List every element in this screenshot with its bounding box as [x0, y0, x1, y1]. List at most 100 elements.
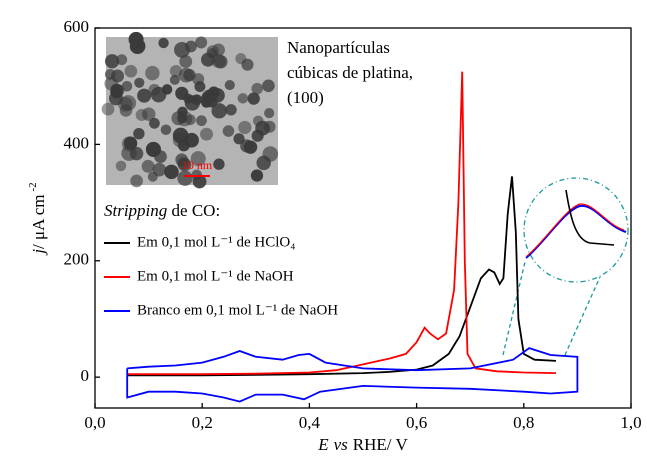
annotation: (100): [287, 88, 324, 107]
tem-image: 10 nm: [101, 31, 279, 189]
particle: [142, 107, 156, 121]
particle: [184, 95, 201, 111]
particle: [177, 113, 188, 124]
legend-label: Branco em 0,1 mol L⁻¹ de NaOH: [137, 302, 338, 318]
particle: [195, 36, 208, 49]
zoom-red: [526, 203, 625, 257]
particle: [247, 92, 260, 105]
zoom-circle: [523, 177, 629, 283]
annotation: cúbicas de platina,: [287, 63, 413, 82]
particle: [121, 80, 133, 92]
x-label-part: E: [317, 435, 329, 454]
y-label-unit: / μA cm: [29, 194, 48, 248]
particle: [224, 79, 235, 91]
legend-title-rest: de CO:: [167, 201, 220, 220]
particle: [251, 82, 263, 95]
particle: [141, 159, 155, 173]
series-line: [127, 176, 557, 377]
particle: [169, 74, 180, 85]
particle: [149, 117, 160, 129]
zoom-line: [564, 276, 601, 356]
particle: [251, 129, 264, 142]
particle: [233, 133, 245, 145]
particle: [192, 73, 205, 86]
particle: [111, 69, 125, 83]
particle: [101, 102, 115, 116]
x-label-part: vs: [334, 435, 349, 454]
x-tick-label: 1,0: [620, 413, 641, 432]
particle: [211, 103, 227, 119]
particle: [129, 146, 144, 161]
particle: [213, 158, 225, 170]
particle: [196, 115, 207, 127]
particle: [150, 86, 167, 103]
particle: [177, 157, 190, 170]
x-tick-label: 0,8: [513, 413, 534, 432]
particle: [145, 65, 160, 81]
particle: [211, 54, 226, 69]
particle: [250, 169, 264, 182]
particle: [200, 127, 213, 141]
y-axis-label: j/ μA cm -2: [27, 182, 48, 255]
particle: [118, 97, 133, 112]
particle: [238, 120, 252, 135]
particle: [179, 55, 193, 68]
y-label-symbol: j: [29, 249, 48, 256]
y-label-exponent: -2: [27, 182, 39, 191]
particle: [172, 132, 188, 148]
y-tick-label: 0: [81, 366, 90, 385]
x-tick-label: 0,0: [84, 413, 105, 432]
x-label-part: RHE/ V: [353, 435, 409, 454]
particle: [190, 151, 206, 167]
y-tick-label: 200: [64, 250, 90, 269]
particle: [174, 41, 190, 58]
particle: [116, 54, 128, 66]
legend-label: Em 0,1 mol L⁻¹ de HClO₄: [137, 234, 295, 250]
particle: [130, 174, 143, 188]
particle: [204, 94, 218, 108]
zoom-line: [502, 261, 526, 356]
x-tick-label: 0,2: [192, 413, 213, 432]
particle: [123, 136, 138, 151]
annotation: Nanopartículas: [287, 38, 390, 57]
particle: [222, 125, 235, 137]
plot-frame: [94, 27, 632, 409]
particle: [175, 86, 189, 100]
particle: [262, 146, 279, 162]
particle: [115, 160, 127, 172]
particle: [152, 162, 167, 177]
particle: [201, 52, 216, 67]
legend-label: Em 0,1 mol L⁻¹ de NaOH: [137, 268, 294, 284]
particle: [237, 93, 249, 104]
legend-title-italic: Stripping: [104, 201, 167, 220]
particle: [160, 124, 172, 136]
particle: [177, 170, 193, 186]
particle: [191, 169, 202, 181]
particle: [225, 104, 237, 116]
legend-title: Stripping de CO:: [104, 201, 220, 220]
particle: [137, 88, 152, 103]
particle: [264, 107, 275, 119]
zoom-blue: [525, 204, 627, 259]
zoom-black: [565, 189, 615, 246]
particle: [243, 140, 258, 154]
zoom-inset: [502, 177, 629, 356]
particle: [128, 31, 144, 47]
particles: [101, 31, 279, 189]
scale-bar-label: 10 nm: [182, 158, 213, 172]
particle: [158, 37, 169, 49]
particle: [134, 77, 145, 88]
particle: [124, 64, 138, 78]
series-line: [126, 347, 579, 403]
particle: [154, 150, 167, 164]
particle: [133, 127, 145, 140]
particle: [104, 54, 120, 69]
particle: [262, 79, 275, 93]
particle: [241, 58, 254, 71]
particle: [178, 67, 194, 83]
particle: [164, 164, 179, 180]
series-line: [127, 71, 557, 376]
